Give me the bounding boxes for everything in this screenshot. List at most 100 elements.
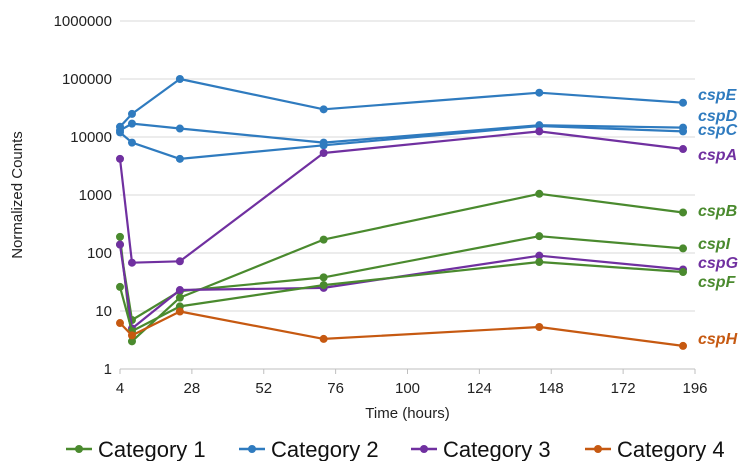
x-tick-label: 124 xyxy=(467,380,492,397)
data-point xyxy=(127,337,136,346)
legend-item: Category 3 xyxy=(411,437,551,461)
series-cspG xyxy=(116,240,688,333)
data-point xyxy=(535,232,544,241)
series-label-cspG: cspG xyxy=(698,255,738,272)
legend-marker xyxy=(594,445,602,453)
series-line xyxy=(119,310,684,347)
x-tick-label: 148 xyxy=(539,380,564,397)
legend-marker xyxy=(75,445,83,453)
data-point xyxy=(319,141,328,150)
data-point xyxy=(175,286,184,295)
data-point xyxy=(116,128,124,137)
y-tick-label: 1000 xyxy=(79,187,112,204)
y-tick-label: 100000 xyxy=(62,71,112,88)
data-point xyxy=(175,124,184,133)
legend-item: Category 4 xyxy=(585,437,725,461)
series-line xyxy=(119,77,684,128)
data-point xyxy=(116,240,124,249)
data-point xyxy=(116,319,124,328)
series-line xyxy=(118,260,684,333)
data-point xyxy=(175,75,184,83)
legend: Category 1 Category 2 Category 3 Category 4 xyxy=(66,437,725,461)
data-point xyxy=(535,251,544,260)
data-point xyxy=(679,244,688,253)
data-point xyxy=(535,257,544,266)
data-point xyxy=(319,273,328,282)
series-cspA xyxy=(116,127,688,267)
legend-marker xyxy=(420,445,428,453)
legend-item: Category 1 xyxy=(66,437,206,461)
data-point xyxy=(116,154,124,163)
series-cspF xyxy=(116,257,688,336)
data-point xyxy=(127,138,136,147)
series-line xyxy=(118,192,684,343)
series-cspD xyxy=(116,119,688,147)
data-point xyxy=(679,341,688,350)
data-point xyxy=(175,293,184,302)
data-point xyxy=(116,282,124,291)
legend-label: Category 1 xyxy=(98,437,206,461)
x-tick-label: 100 xyxy=(395,380,420,397)
series-lines xyxy=(116,75,688,350)
data-point xyxy=(535,127,544,136)
y-tick-label: 1 xyxy=(104,361,112,378)
legend-label: Category 3 xyxy=(443,437,551,461)
legend-marker xyxy=(248,445,256,453)
data-point xyxy=(319,281,328,290)
legend-label: Category 2 xyxy=(271,437,379,461)
series-label-cspE: cspE xyxy=(698,87,738,104)
x-tick-label: 52 xyxy=(255,380,272,397)
data-point xyxy=(127,119,136,128)
series-cspH xyxy=(116,307,688,350)
data-point xyxy=(679,208,688,217)
y-tick-label: 10 xyxy=(95,303,112,320)
data-point xyxy=(535,189,544,198)
data-point xyxy=(679,98,688,107)
y-axis-title: Normalized Counts xyxy=(9,131,26,259)
x-axis-title: Time (hours) xyxy=(365,405,449,422)
data-point xyxy=(535,88,544,97)
series-label-cspH: cspH xyxy=(698,331,738,348)
data-point xyxy=(679,268,688,277)
legend-label: Category 4 xyxy=(617,437,725,461)
x-tick-label: 196 xyxy=(682,380,707,397)
data-point xyxy=(535,322,544,331)
x-tick-label: 4 xyxy=(116,380,124,397)
series-line xyxy=(118,130,684,264)
axes: 1 10 100 1000 10000 100000 1000000 4 28 52 76 100 12… xyxy=(54,13,708,397)
series-cspE xyxy=(116,75,688,131)
legend-item: Category 2 xyxy=(239,437,379,461)
data-point xyxy=(319,148,328,157)
data-point xyxy=(679,127,688,136)
data-point xyxy=(175,307,184,316)
series-label-cspD: cspD xyxy=(698,108,738,125)
series-label-cspF: cspF xyxy=(698,274,737,291)
series-line xyxy=(118,235,684,322)
data-point xyxy=(175,154,184,163)
series-cspB xyxy=(116,189,688,346)
data-point xyxy=(127,258,136,267)
data-point xyxy=(175,257,184,266)
y-tick-label: 10000 xyxy=(70,129,112,146)
data-point xyxy=(319,105,328,114)
data-point xyxy=(116,232,124,241)
x-tick-label: 172 xyxy=(611,380,636,397)
data-point xyxy=(679,145,688,154)
y-tick-label: 1000000 xyxy=(54,13,112,30)
data-point xyxy=(319,235,328,244)
y-tick-label: 100 xyxy=(87,245,112,262)
data-point xyxy=(319,334,328,343)
series-cspC xyxy=(116,121,688,163)
data-point xyxy=(127,331,136,340)
data-point xyxy=(127,109,136,118)
x-tick-label: 28 xyxy=(184,380,201,397)
series-label-cspI: cspI xyxy=(698,236,731,253)
x-tick-label: 76 xyxy=(327,380,344,397)
series-line xyxy=(118,244,684,330)
series-label-cspA: cspA xyxy=(698,147,737,164)
series-label-cspC: cspC xyxy=(698,122,738,139)
series-label-cspB: cspB xyxy=(698,203,737,220)
